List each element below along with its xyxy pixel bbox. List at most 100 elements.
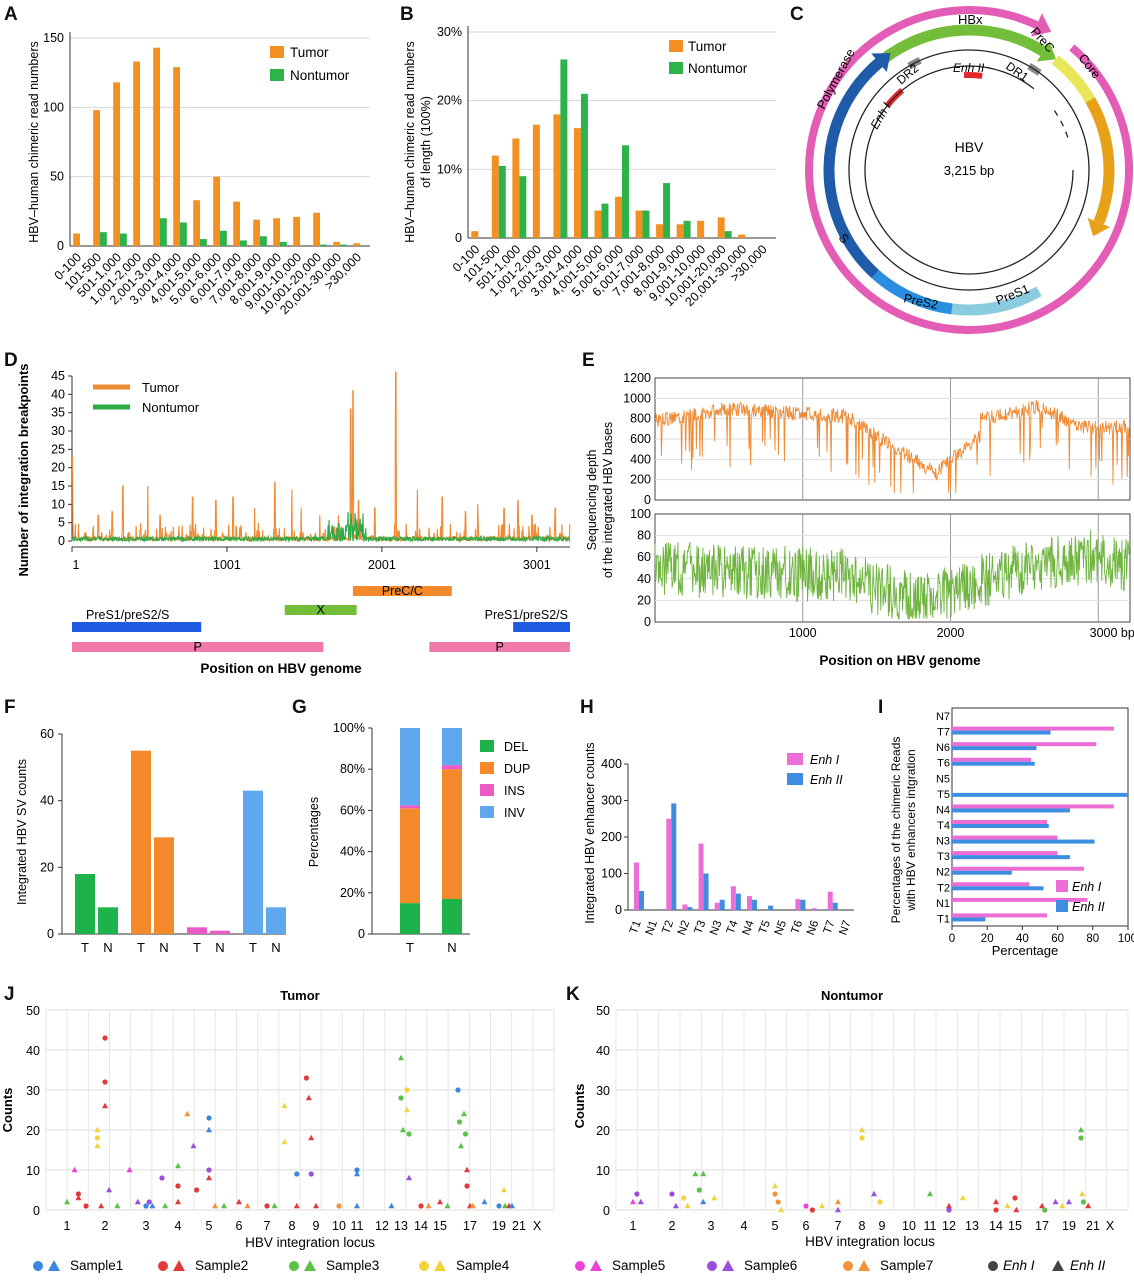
j-point-enh2 [293, 1202, 300, 1209]
i-bar [952, 913, 1048, 918]
b-bar-tumor [738, 234, 746, 238]
panel-h-enhancer-counts: Integrated HBV enhancer counts 0 100 200 30… [583, 742, 854, 937]
k-ytick: 20 [596, 1124, 610, 1138]
k-point-enh2 [835, 1198, 841, 1205]
legend-enh1-circle [988, 1261, 998, 1271]
j-point-enh2 [464, 1166, 470, 1173]
j-point-enh1 [83, 1203, 89, 1209]
j-point-enh1 [206, 1115, 212, 1121]
a-bar-nontumor [200, 239, 207, 246]
d-xtick: 2001 [368, 558, 396, 572]
legend-sample-circle [419, 1261, 429, 1271]
j-xtick: 3 [143, 1219, 150, 1233]
j-xtick: 4 [175, 1219, 182, 1233]
i-frame [951, 707, 1129, 927]
j-point-enh2 [98, 1202, 105, 1209]
i-xtick: 20 [981, 933, 994, 945]
e-xtick: 2000 [937, 626, 965, 640]
a-bar-tumor [233, 201, 240, 246]
panel-letter-k: K [566, 984, 580, 1005]
b-bar-tumor [491, 155, 499, 238]
h-ytick: 100 [601, 867, 622, 881]
legend-sample-triangle [48, 1260, 60, 1271]
j-xtick: 10 [332, 1219, 346, 1233]
panel-k-ylabel: Counts [572, 1084, 587, 1129]
d-gene-bar [352, 586, 452, 596]
k-point-enh1 [669, 1191, 675, 1197]
k-point-enh1 [1080, 1199, 1086, 1205]
hbv-inner-strand [864, 65, 1074, 275]
j-point-enh1 [496, 1203, 502, 1209]
e-ytick: 600 [630, 432, 651, 446]
arc-prec [1051, 55, 1096, 103]
panel-d-breakpoint-chart: Number of integration breakpoints Positi… [16, 363, 571, 676]
j-point-enh2 [308, 1134, 315, 1141]
legend-a-nontumor-swatch [270, 69, 284, 81]
h-xtick: N5 [773, 919, 789, 937]
g-xtick: T [406, 940, 414, 955]
g-ytick: 60% [340, 803, 365, 817]
k-point-enh2 [672, 1202, 679, 1209]
g-legend-label: INS [504, 784, 525, 798]
i-ytick: N7 [936, 711, 950, 723]
k-point-enh2 [993, 1198, 999, 1205]
j-point-enh1 [418, 1203, 424, 1209]
i-bar [952, 855, 1070, 860]
k-ytick: 40 [596, 1044, 610, 1058]
legend-sample-circle [575, 1261, 585, 1271]
b-bar-tumor [573, 128, 581, 238]
d-series-tumor [71, 371, 571, 543]
k-xtick: 19 [1062, 1219, 1076, 1233]
g-ytick: 40% [340, 845, 365, 859]
k-point-enh1 [803, 1203, 809, 1209]
k-point-enh2 [1052, 1198, 1059, 1205]
a-bar-tumor [173, 67, 180, 247]
d-xtick: 1 [73, 558, 80, 572]
k-point-enh1 [993, 1207, 999, 1213]
k-point-enh1 [772, 1191, 778, 1197]
j-xtick: 17 [463, 1219, 477, 1233]
i-ytick: T3 [937, 851, 950, 863]
j-point-enh2 [175, 1198, 181, 1205]
g-legend-label: DEL [504, 740, 528, 754]
j-point-enh1 [75, 1191, 81, 1197]
k-point-enh2 [684, 1202, 691, 1209]
legend-b-tumor-swatch [669, 40, 683, 52]
d-xtick: 3001 [523, 558, 551, 572]
k-point-enh2 [835, 1206, 841, 1213]
panel-k-nontumor-scatter: Nontumor Counts HBV integration locus 0 1… [572, 988, 1129, 1249]
a-bar-nontumor [280, 241, 287, 246]
k-point-enh1 [634, 1191, 640, 1197]
h-xtick: N2 [676, 919, 692, 937]
i-bar [952, 851, 1058, 856]
j-point-enh2 [102, 1102, 108, 1109]
hbv-center-size: 3,215 bp [944, 163, 995, 178]
legend-sample-circle [843, 1261, 853, 1271]
b-bar-tumor [532, 124, 540, 238]
i-legend-label: Enh I [1072, 880, 1102, 894]
k-point-enh2 [1013, 1206, 1020, 1213]
j-point-enh2 [126, 1166, 133, 1173]
i-ytick: N2 [936, 867, 950, 879]
a-bar-nontumor [160, 218, 167, 246]
a-bar-nontumor [320, 244, 327, 246]
j-point-enh2 [212, 1202, 218, 1209]
f-xtick: N [159, 940, 168, 955]
sample-legend: Sample1 Sample2 Sample3 Sample4 Sample5 Sampl… [33, 1258, 1106, 1273]
d-series-nontumor [71, 511, 571, 543]
h-bar [671, 803, 677, 910]
legend-sample-label: Sample7 [880, 1258, 933, 1273]
e-ytick: 800 [630, 412, 651, 426]
j-point-enh2 [206, 1174, 212, 1181]
d-ytick: 30 [51, 424, 65, 438]
k-ytick: 30 [596, 1084, 610, 1098]
j-xtick: 11 [351, 1219, 364, 1233]
label-enh2: Enh II [953, 61, 985, 75]
e-ytick: 200 [630, 473, 651, 487]
f-bar [210, 930, 230, 934]
g-legend-swatch [480, 762, 494, 774]
j-xtick: 12 [375, 1219, 389, 1233]
h-xtick: T3 [693, 919, 709, 936]
a-bar-tumor [113, 82, 120, 246]
legend-sample-triangle [304, 1260, 316, 1271]
